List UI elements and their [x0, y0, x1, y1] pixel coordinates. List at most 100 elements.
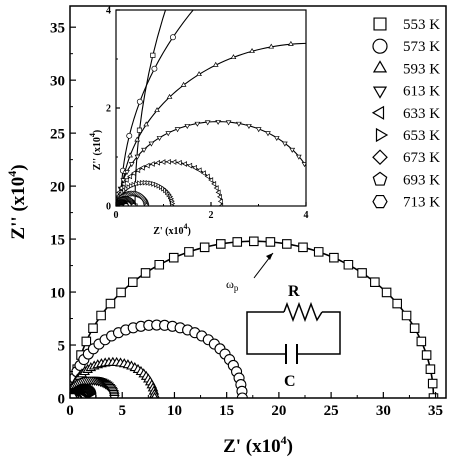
inset-x-tick-label: 0 — [114, 210, 119, 221]
inset-point — [136, 127, 143, 133]
legend-item: 613 K — [372, 84, 440, 100]
inset-point — [208, 177, 214, 183]
inset-point — [139, 179, 145, 186]
inset-point — [128, 162, 135, 168]
main-x-tick-label: 10 — [167, 403, 182, 419]
inset-point — [200, 170, 206, 177]
inset-point — [289, 147, 296, 153]
inset-point — [156, 182, 162, 189]
inset-point — [165, 131, 172, 137]
main-point — [409, 323, 420, 333]
inset-point — [215, 119, 221, 125]
main-point — [140, 268, 151, 278]
main-x-tick-label: 0 — [66, 403, 74, 419]
inset-point — [160, 159, 166, 165]
main-point — [298, 242, 308, 253]
inset-point — [154, 107, 160, 113]
inset-point — [187, 162, 193, 169]
main-point — [87, 392, 97, 398]
inset-point — [129, 182, 135, 189]
inset-point — [134, 180, 140, 187]
legend-item: 553 K — [373, 17, 440, 33]
main-y-tick-label: 35 — [50, 20, 65, 36]
main-x-axis-title-close: ) — [287, 436, 293, 457]
peak-annotation: ωp — [226, 252, 274, 293]
legend-item: 593 K — [372, 60, 440, 77]
inset-point — [124, 170, 130, 175]
legend-item: 653 K — [375, 127, 440, 144]
inset-point — [367, 49, 372, 53]
legend-marker-triangle-right — [375, 127, 389, 143]
main-series-group — [70, 236, 439, 398]
inset-point — [136, 98, 143, 105]
resistor-symbol — [283, 301, 323, 323]
inset-y-tick-label: 4 — [106, 6, 111, 17]
main-y-tick-label: 25 — [50, 126, 65, 142]
main-y-axis-title-text: Z'' (x10 — [8, 177, 29, 240]
main-x-axis-title-exp: 4 — [281, 433, 287, 447]
inset-point — [212, 61, 219, 67]
legend-marker-pentagon — [372, 171, 388, 186]
legend-item: 713 K — [372, 194, 440, 211]
inset-point — [176, 159, 182, 166]
inset-point — [149, 161, 155, 167]
legend-marker-hexagon — [372, 194, 388, 209]
main-point — [236, 392, 248, 398]
legend-marker-circle — [372, 38, 388, 54]
inset-point — [184, 124, 191, 130]
inset-point — [288, 40, 294, 46]
inset-point — [156, 136, 163, 142]
inset-point — [217, 198, 223, 205]
inset-point — [249, 47, 255, 53]
main-point — [282, 239, 292, 249]
main-y-tick-label: 10 — [50, 285, 65, 301]
inset-x-axis-title: Z' (x104) — [153, 222, 191, 237]
main-series-713-K — [70, 392, 78, 398]
inset-point — [143, 121, 150, 127]
main-x-tick-label: 30 — [376, 403, 391, 419]
inset-point — [141, 147, 147, 153]
inset-point — [130, 170, 136, 177]
main-point — [425, 364, 436, 375]
main-x-tick-label: 15 — [219, 403, 234, 419]
inset-point — [313, 187, 318, 191]
inset-point — [225, 120, 232, 126]
inset-background — [116, 10, 306, 206]
inset-point — [165, 158, 171, 165]
inset-point — [134, 136, 141, 142]
inset-x-axis-title-close: ) — [187, 226, 190, 237]
inset-y-tick-label: 0 — [106, 202, 111, 213]
inset-point — [462, 108, 467, 112]
inset-point — [151, 180, 157, 187]
inset-point — [166, 93, 173, 99]
inset-point — [144, 162, 150, 169]
legend-marker-square — [373, 17, 387, 31]
inset-point — [130, 202, 137, 206]
peak-arrowhead — [266, 253, 273, 260]
inset-point — [142, 179, 148, 186]
peak-label: ωp — [226, 277, 239, 293]
legend-label: 593 K — [403, 61, 440, 77]
inset-y-axis-title: Z'' (x104) — [88, 130, 103, 170]
legend-label: 673 K — [403, 150, 440, 166]
main-frame — [69, 5, 447, 399]
main-x-tick-label: 25 — [324, 403, 339, 419]
inset-point — [154, 181, 160, 188]
equivalent-circuit: R C — [246, 283, 341, 390]
inset-point — [328, 42, 333, 46]
inset-point — [316, 205, 321, 209]
main-y-tick-label: 30 — [50, 73, 65, 89]
inset-point — [182, 161, 188, 167]
legend-marker-triangle-down — [372, 86, 388, 99]
legend-label: 713 K — [403, 195, 440, 211]
main-point — [381, 287, 392, 298]
main-point — [184, 247, 194, 257]
inset-point — [315, 196, 320, 200]
main-point — [370, 277, 380, 287]
inset-point — [255, 127, 262, 133]
inset-point — [171, 159, 177, 165]
legend-item: 693 K — [372, 171, 440, 188]
main-y-axis-title-exp: 4 — [5, 171, 19, 177]
